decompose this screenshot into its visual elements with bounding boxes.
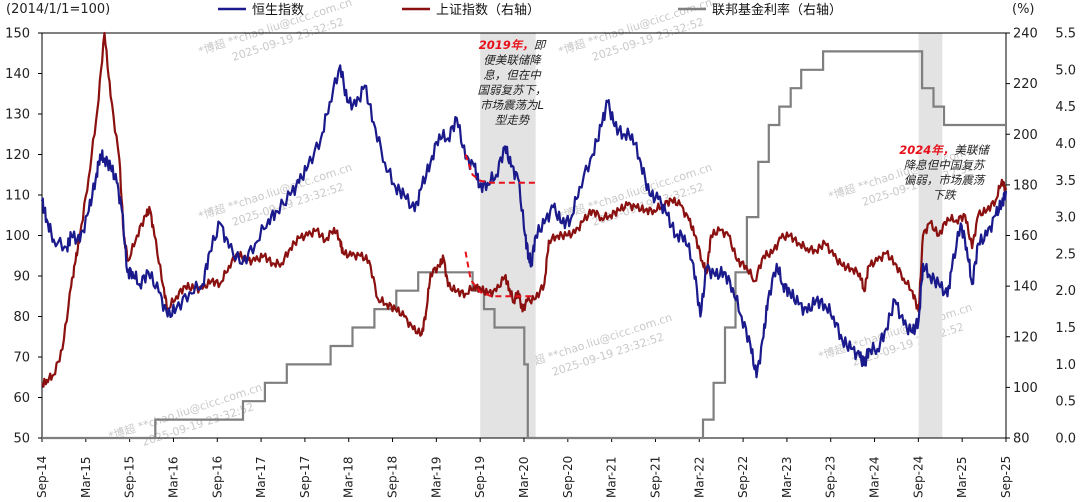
right-index-tick-label: 120 (1013, 330, 1038, 345)
x-tick-label: Sep-21 (648, 456, 662, 498)
legend: 恒生指数 上证指数（右轴） 联邦基金利率（右轴） (218, 2, 842, 18)
annotation-2024-line-2: 偏弱，市场震荡 (904, 173, 987, 187)
right-index-tick-label: 160 (1013, 229, 1038, 244)
left-axis-label: (2014/1/1=100) (6, 2, 110, 17)
x-tick-label: Sep-18 (386, 456, 400, 498)
x-tick-label: Mar-17 (254, 457, 268, 498)
right-rate-tick-label: 5.0 (1055, 63, 1076, 78)
x-tick-label: Mar-25 (955, 457, 969, 498)
x-tick-label: Sep-25 (999, 456, 1013, 498)
right-y-axis-index: 80 100 120 140 160 180 200 220 240 (1006, 27, 1038, 447)
x-tick-label: Mar-21 (605, 457, 619, 498)
x-tick-label: Sep-14 (35, 456, 49, 498)
legend-label-shanghai: 上证指数（右轴） (436, 3, 540, 18)
trend-line (464, 251, 536, 298)
right-rate-tick-label: 5.5 (1055, 27, 1076, 42)
left-tick-label: 50 (13, 432, 30, 447)
right-index-tick-label: 100 (1013, 381, 1038, 396)
x-tick-label: Mar-20 (517, 457, 531, 498)
annotation-2019-line-2: 息，但在中 (483, 68, 542, 82)
right-index-tick-label: 180 (1013, 178, 1038, 193)
x-tick-label: Mar-15 (79, 457, 93, 498)
left-tick-label: 110 (5, 189, 30, 204)
left-tick-label: 90 (13, 270, 30, 285)
left-tick-label: 100 (5, 229, 30, 244)
x-tick-label: Mar-19 (429, 457, 443, 498)
annotation-2019-line-0: 即 (534, 38, 547, 52)
x-tick-label: Sep-22 (736, 456, 750, 498)
x-tick-label: Sep-16 (210, 456, 224, 498)
annotation-2024-line-0: 美联储 (954, 143, 991, 157)
x-tick-label: Sep-20 (561, 456, 575, 498)
annotation-2024-line-1: 降息但中国复苏 (904, 158, 986, 172)
left-y-axis: 50 60 70 80 90 100 110 120 130 140 150 (5, 27, 42, 447)
left-tick-label: 60 (13, 391, 30, 406)
legend-label-fed: 联邦基金利率（右轴） (712, 2, 842, 18)
x-tick-label: Sep-19 (473, 456, 487, 498)
x-tick-label: Mar-23 (780, 457, 794, 498)
right-index-tick-label: 240 (1013, 27, 1038, 42)
annotation-2019-line-3: 国弱复苏下， (478, 83, 547, 97)
right-axis-label: (%) (1012, 2, 1035, 17)
x-tick-label: Mar-18 (342, 457, 356, 498)
svg-text:2024年，美联储: 2024年，美联储 (899, 143, 991, 157)
left-tick-label: 150 (5, 27, 30, 42)
series-hang-seng (40, 64, 1008, 379)
x-tick-label: Sep-15 (123, 456, 137, 498)
series-shanghai (41, 31, 1008, 388)
right-index-tick-label: 220 (1013, 77, 1038, 92)
left-tick-label: 80 (13, 310, 30, 325)
right-rate-tick-label: 1.5 (1055, 321, 1076, 336)
right-rate-tick-label: 1.0 (1055, 358, 1076, 373)
annotation-2019-line-4: 市场震荡为L (480, 98, 544, 112)
right-index-tick-label: 80 (1013, 432, 1030, 447)
x-tick-label: Sep-23 (824, 456, 838, 498)
annotation-2024: 2024年，美联储 降息但中国复苏 偏弱，市场震荡 下跌 (899, 143, 991, 202)
left-tick-label: 130 (5, 108, 30, 123)
svg-text:2019年，即: 2019年，即 (479, 38, 547, 52)
annotation-2019-line-1: 便美联储降 (483, 53, 542, 67)
right-rate-tick-label: 2.0 (1055, 284, 1076, 299)
series-layer (40, 31, 1008, 440)
right-rate-tick-label: 3.0 (1055, 211, 1076, 226)
right-rate-tick-label: 3.5 (1055, 174, 1076, 189)
left-tick-label: 70 (13, 351, 30, 366)
right-rate-tick-label: 4.5 (1055, 100, 1076, 115)
x-tick-label: Mar-16 (166, 457, 180, 498)
right-rate-tick-label: 0.5 (1055, 395, 1076, 410)
right-y-axis-rate: 0.0 0.5 1.0 1.5 2.0 2.5 3.0 3.5 4.0 4.5 5.0 5.5 (1055, 27, 1076, 447)
left-tick-label: 140 (5, 67, 30, 82)
legend-label-hsi: 恒生指数 (252, 3, 304, 18)
annotation-2019: 2019年，即 便美联储降 息，但在中 国弱复苏下， 市场震荡为L 型走势 (478, 38, 547, 127)
x-tick-label: Mar-24 (868, 457, 882, 498)
x-axis: Sep-14 Mar-15 Sep-15 Mar-16 Sep-16 Mar-17 Sep-… (35, 438, 1013, 498)
annotation-2024-year: 2024年， (899, 143, 954, 157)
annotation-2019-line-5: 型走势 (495, 113, 531, 127)
x-tick-label: Sep-17 (298, 456, 312, 498)
right-index-tick-label: 200 (1013, 128, 1038, 143)
right-index-tick-label: 140 (1013, 280, 1038, 295)
series-fed-funds-rate (42, 50, 1006, 440)
annotation-2024-line-3: 下跌 (933, 188, 957, 202)
annotation-2019-year: 2019年， (479, 38, 534, 52)
x-tick-label: Mar-22 (692, 457, 706, 498)
right-rate-tick-label: 2.5 (1055, 247, 1076, 262)
left-tick-label: 120 (5, 148, 30, 163)
right-rate-tick-label: 4.0 (1055, 137, 1076, 152)
x-tick-label: Sep-24 (911, 456, 925, 498)
right-rate-tick-label: 0.0 (1055, 432, 1076, 447)
shaded-period (918, 33, 943, 438)
trend-lines (464, 154, 536, 298)
